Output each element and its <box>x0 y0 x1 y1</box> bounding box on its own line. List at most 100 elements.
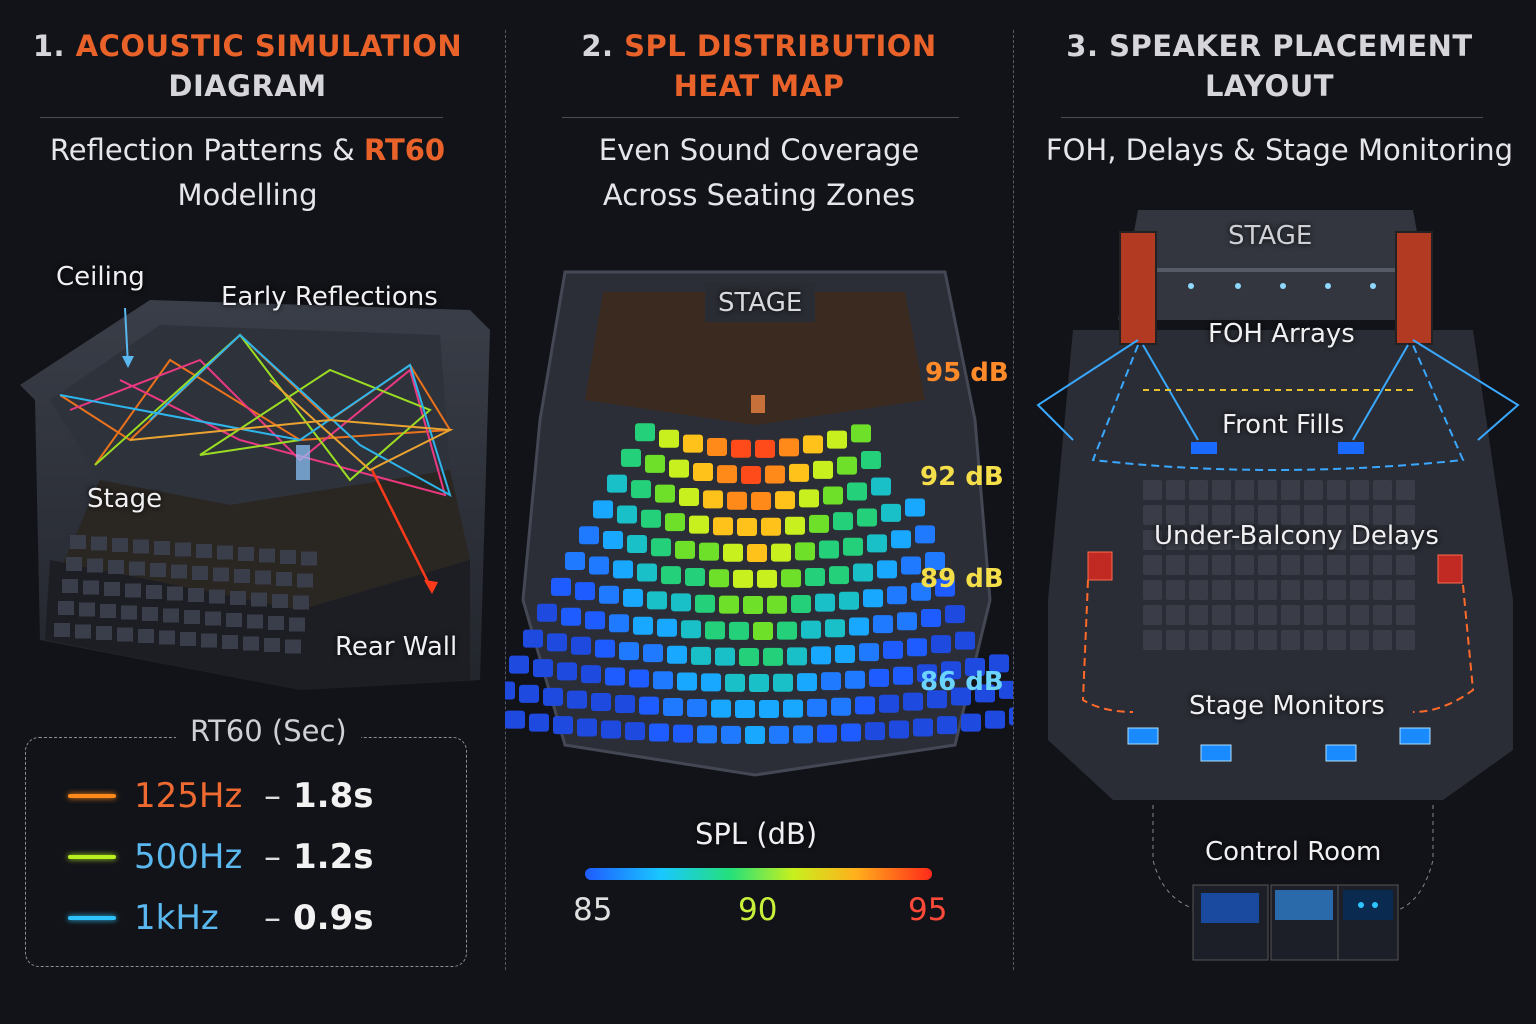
speaker-layout-illustration <box>1036 210 1520 961</box>
heatmap-seat <box>715 647 735 666</box>
heatmap-seat <box>707 437 727 456</box>
heatmap-seat <box>783 699 803 718</box>
legend-value: 1.8s <box>293 776 374 816</box>
heatmap-seat <box>645 454 665 473</box>
zone-db-label: 86 dB <box>920 667 1004 697</box>
title-text: LAYOUT <box>1204 69 1335 103</box>
heatmap-seat <box>879 694 899 713</box>
heatmap-seat <box>601 720 621 739</box>
heatmap-seat <box>861 451 881 470</box>
seat <box>1166 555 1185 575</box>
legend-swatch <box>68 916 116 920</box>
seat <box>117 627 133 642</box>
seat <box>1350 580 1369 600</box>
heatmap-seat <box>553 716 573 735</box>
seat <box>1143 505 1162 525</box>
heatmap-seat <box>689 515 709 534</box>
control-room-consoles <box>1192 884 1399 961</box>
legend-value: 0.9s <box>293 898 374 938</box>
heatmap-seat <box>661 566 681 585</box>
seat <box>1189 555 1208 575</box>
seat <box>1281 555 1300 575</box>
seat <box>259 548 275 563</box>
seat <box>163 608 179 623</box>
ceiling-arrow <box>124 307 129 366</box>
seat <box>1396 605 1415 625</box>
seat <box>1258 505 1277 525</box>
heatmap-seat <box>533 659 553 678</box>
heatmap-seat <box>833 512 853 531</box>
heatmap-seat <box>845 670 865 689</box>
seat <box>188 588 204 602</box>
seat <box>1166 605 1185 625</box>
seat <box>289 617 305 632</box>
heatmap-seat <box>905 498 925 517</box>
heatmap-seat <box>999 680 1013 699</box>
heatmap-seat <box>925 552 945 571</box>
heatmap-seat <box>821 672 841 691</box>
heatmap-seat <box>825 619 845 638</box>
heatmap-seat <box>743 595 763 614</box>
seat <box>1327 605 1346 625</box>
seat <box>1189 630 1208 650</box>
seat <box>1396 630 1415 650</box>
label-under-balcony-delays: Under-Balcony Delays <box>1154 521 1439 551</box>
colorbar-tick-max: 95 <box>908 892 948 928</box>
heatmap-seat <box>771 543 791 562</box>
seat <box>1327 580 1346 600</box>
heatmap-seat <box>961 713 981 732</box>
spl-colorbar <box>585 868 932 880</box>
seat <box>238 547 254 561</box>
seat <box>108 560 124 574</box>
heatmap-seat <box>751 491 771 510</box>
seat <box>1212 555 1231 575</box>
legend-row: 500Hz – 1.2s <box>68 837 373 877</box>
auditorium-illustration <box>20 300 490 690</box>
seat <box>1258 580 1277 600</box>
seat <box>1327 530 1346 550</box>
seat <box>247 614 263 629</box>
legend-swatch <box>68 855 116 859</box>
seat <box>205 611 221 626</box>
heatmap-seat <box>543 687 563 706</box>
seat <box>1373 555 1392 575</box>
heatmap-seat <box>727 491 747 510</box>
heatmap-seat <box>935 578 955 597</box>
heatmap-seat <box>799 489 819 508</box>
seat <box>1327 505 1346 525</box>
heatmap-seat <box>793 725 813 744</box>
seat <box>1212 605 1231 625</box>
heatmap-seat <box>753 621 773 640</box>
rt60-legend: RT60 (Sec) 125Hz – 1.8s 500Hz – 1.2s 1kH… <box>25 714 467 967</box>
seat <box>1166 505 1185 525</box>
heatmap-seat <box>593 500 613 519</box>
panel-subtitle: FOH, Delays & Stage Monitoring <box>1045 133 1514 167</box>
seat <box>1189 580 1208 600</box>
floor <box>1048 330 1513 800</box>
seat <box>146 585 162 599</box>
heatmap-seat <box>567 690 587 709</box>
panel-title: 1. ACOUSTIC SIMULATION DIAGRAM <box>0 26 505 106</box>
heatmap-seat <box>847 482 867 501</box>
heatmap-seat <box>903 692 923 711</box>
heatmap-seat <box>813 460 833 479</box>
heatmap-seat <box>621 448 641 467</box>
heatmap-seat <box>585 611 605 630</box>
heatmap-seat <box>985 710 1005 729</box>
heatmap-seat <box>855 696 875 715</box>
seat <box>251 592 267 607</box>
label-rear-wall: Rear Wall <box>335 632 458 662</box>
colorbar-title: SPL (dB) <box>695 817 818 851</box>
heatmap-seat <box>633 616 653 635</box>
seat <box>58 601 74 615</box>
heatmap-seat <box>805 568 825 587</box>
heatmap-seat <box>607 474 627 493</box>
legend-frequency: 125Hz <box>134 776 243 816</box>
subtitle-highlight: RT60 <box>363 133 446 167</box>
seat <box>201 633 217 648</box>
heatmap-seat <box>807 698 827 717</box>
panel-speaker-placement: 3. SPEAKER PLACEMENT LAYOUT FOH, Delays … <box>1013 0 1536 1024</box>
subtitle-text: Modelling <box>177 178 318 212</box>
seat <box>209 589 225 604</box>
heatmap-seat <box>853 563 873 582</box>
